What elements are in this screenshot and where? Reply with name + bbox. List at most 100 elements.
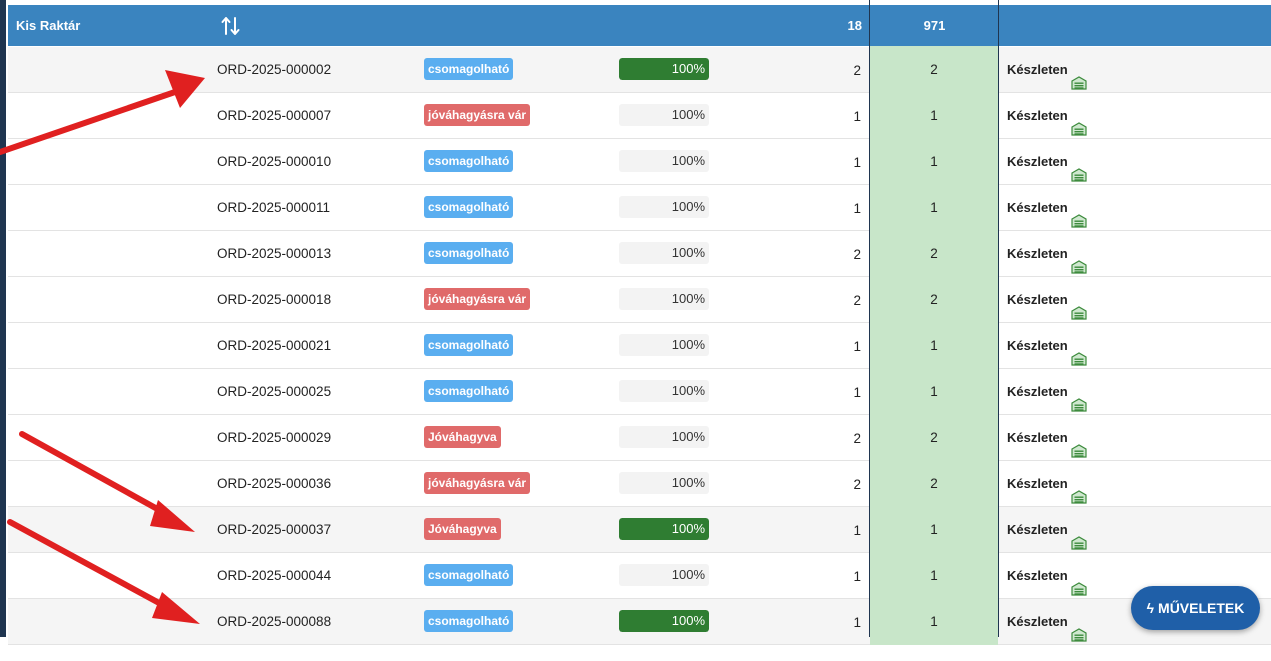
progress-bar: 100% [619, 380, 709, 402]
table-row[interactable]: ORD-2025-000036 jóváhagyásra vár 100% 2 … [8, 460, 1271, 507]
progress-bar: 100% [619, 518, 709, 540]
stock-quantity: 1 [870, 184, 998, 231]
order-number[interactable]: ORD-2025-000021 [217, 338, 332, 353]
stock-status: Készleten [1007, 323, 1087, 369]
progress-label: 100% [671, 613, 705, 628]
order-number[interactable]: ORD-2025-000013 [217, 246, 332, 261]
progress-bar: 100% [619, 242, 709, 264]
warehouse-icon [1071, 431, 1087, 458]
warehouse-icon [1071, 523, 1087, 550]
status-badge: csomagolható [424, 564, 514, 586]
progress-label: 100% [671, 153, 705, 168]
stock-quantity: 2 [870, 46, 998, 93]
stock-status: Készleten [1007, 461, 1087, 507]
order-number[interactable]: ORD-2025-000088 [217, 614, 332, 629]
status-badge: csomagolható [424, 334, 514, 356]
order-number[interactable]: ORD-2025-000025 [217, 384, 332, 399]
progress-bar: 100% [619, 334, 709, 356]
actions-button[interactable]: ϟ MŰVELETEK [1131, 586, 1260, 630]
progress-bar: 100% [619, 150, 709, 172]
progress-label: 100% [671, 291, 705, 306]
stock-status-label: Készleten [1007, 246, 1068, 261]
stock-quantity: 1 [870, 322, 998, 369]
order-number[interactable]: ORD-2025-000044 [217, 568, 332, 583]
table-row[interactable]: ORD-2025-000002 csomagolható 100% 2 2 Ké… [8, 46, 1271, 93]
progress-label: 100% [671, 61, 705, 76]
table-row[interactable]: ORD-2025-000029 Jóváhagyva 100% 2 2 Kész… [8, 414, 1271, 461]
status-badge: csomagolható [424, 58, 514, 80]
column-divider [998, 0, 999, 637]
quantity: 1 [853, 615, 861, 630]
stock-status: Készleten [1007, 415, 1087, 461]
order-number[interactable]: ORD-2025-000018 [217, 292, 332, 307]
order-number[interactable]: ORD-2025-000011 [217, 200, 331, 215]
table-row[interactable]: ORD-2025-000010 csomagolható 100% 1 1 Ké… [8, 138, 1271, 185]
table-row[interactable]: ORD-2025-000007 jóváhagyásra vár 100% 1 … [8, 92, 1271, 139]
sort-icon[interactable] [220, 15, 242, 37]
order-number[interactable]: ORD-2025-000029 [217, 430, 332, 445]
progress-bar: 100% [619, 104, 709, 126]
table-row[interactable]: ORD-2025-000088 csomagolható 100% 1 1 Ké… [8, 598, 1271, 645]
stock-quantity: 1 [870, 92, 998, 139]
status-badge: jóváhagyásra vár [424, 104, 531, 126]
progress-label: 100% [671, 567, 705, 582]
progress-fill [619, 610, 709, 632]
warehouse-icon [1071, 569, 1087, 596]
status-badge: csomagolható [424, 610, 514, 632]
stock-status-label: Készleten [1007, 430, 1068, 445]
warehouse-icon [1071, 63, 1087, 90]
quantity: 2 [853, 247, 861, 262]
table-row[interactable]: ORD-2025-000037 Jóváhagyva 100% 1 1 Kész… [8, 506, 1271, 553]
stock-quantity: 1 [870, 552, 998, 599]
top-border [6, 0, 1271, 5]
quantity: 2 [853, 63, 861, 78]
stock-status: Készleten [1007, 277, 1087, 323]
quantity: 1 [853, 201, 861, 216]
stock-quantity: 2 [870, 414, 998, 461]
stock-status: Készleten [1007, 553, 1087, 599]
progress-fill [619, 58, 709, 80]
table-row[interactable]: ORD-2025-000021 csomagolható 100% 1 1 Ké… [8, 322, 1271, 369]
warehouse-icon [1071, 385, 1087, 412]
quantity: 2 [853, 293, 861, 308]
table-row[interactable]: ORD-2025-000044 csomagolható 100% 1 1 Ké… [8, 552, 1271, 599]
order-number[interactable]: ORD-2025-000002 [217, 62, 332, 77]
warehouse-icon [1071, 293, 1087, 320]
stock-status-label: Készleten [1007, 338, 1068, 353]
status-badge: csomagolható [424, 242, 514, 264]
stock-status-label: Készleten [1007, 154, 1068, 169]
status-badge: csomagolható [424, 196, 514, 218]
order-number[interactable]: ORD-2025-000010 [217, 154, 332, 169]
warehouse-icon [1071, 615, 1087, 642]
stock-status-label: Készleten [1007, 108, 1068, 123]
warehouse-icon [1071, 155, 1087, 182]
status-badge: Jóváhagyva [424, 518, 501, 540]
stock-status-label: Készleten [1007, 62, 1068, 77]
bolt-icon: ϟ [1146, 600, 1155, 616]
table-row[interactable]: ORD-2025-000025 csomagolható 100% 1 1 Ké… [8, 368, 1271, 415]
stock-quantity: 1 [870, 598, 998, 645]
stock-status: Készleten [1007, 93, 1087, 139]
order-number[interactable]: ORD-2025-000036 [217, 476, 332, 491]
table-group-header: Kis Raktár 18 971 [8, 5, 1271, 46]
order-number[interactable]: ORD-2025-000007 [217, 108, 332, 123]
stock-status: Készleten [1007, 507, 1087, 553]
stock-quantity: 1 [870, 506, 998, 553]
table-row[interactable]: ORD-2025-000018 jóváhagyásra vár 100% 2 … [8, 276, 1271, 323]
progress-bar: 100% [619, 564, 709, 586]
order-number[interactable]: ORD-2025-000037 [217, 522, 332, 537]
progress-bar: 100% [619, 196, 709, 218]
quantity: 1 [853, 339, 861, 354]
stock-status: Készleten [1007, 231, 1087, 277]
progress-label: 100% [671, 337, 705, 352]
stock-status-label: Készleten [1007, 384, 1068, 399]
table-row[interactable]: ORD-2025-000013 csomagolható 100% 2 2 Ké… [8, 230, 1271, 277]
warehouse-label: Kis Raktár [16, 18, 81, 33]
stock-quantity: 2 [870, 276, 998, 323]
stock-status-label: Készleten [1007, 522, 1068, 537]
warehouse-icon [1071, 109, 1087, 136]
stock-status-label: Készleten [1007, 200, 1068, 215]
stock-status: Készleten [1007, 369, 1087, 415]
table-row[interactable]: ORD-2025-000011 csomagolható 100% 1 1 Ké… [8, 184, 1271, 231]
quantity: 1 [853, 109, 861, 124]
